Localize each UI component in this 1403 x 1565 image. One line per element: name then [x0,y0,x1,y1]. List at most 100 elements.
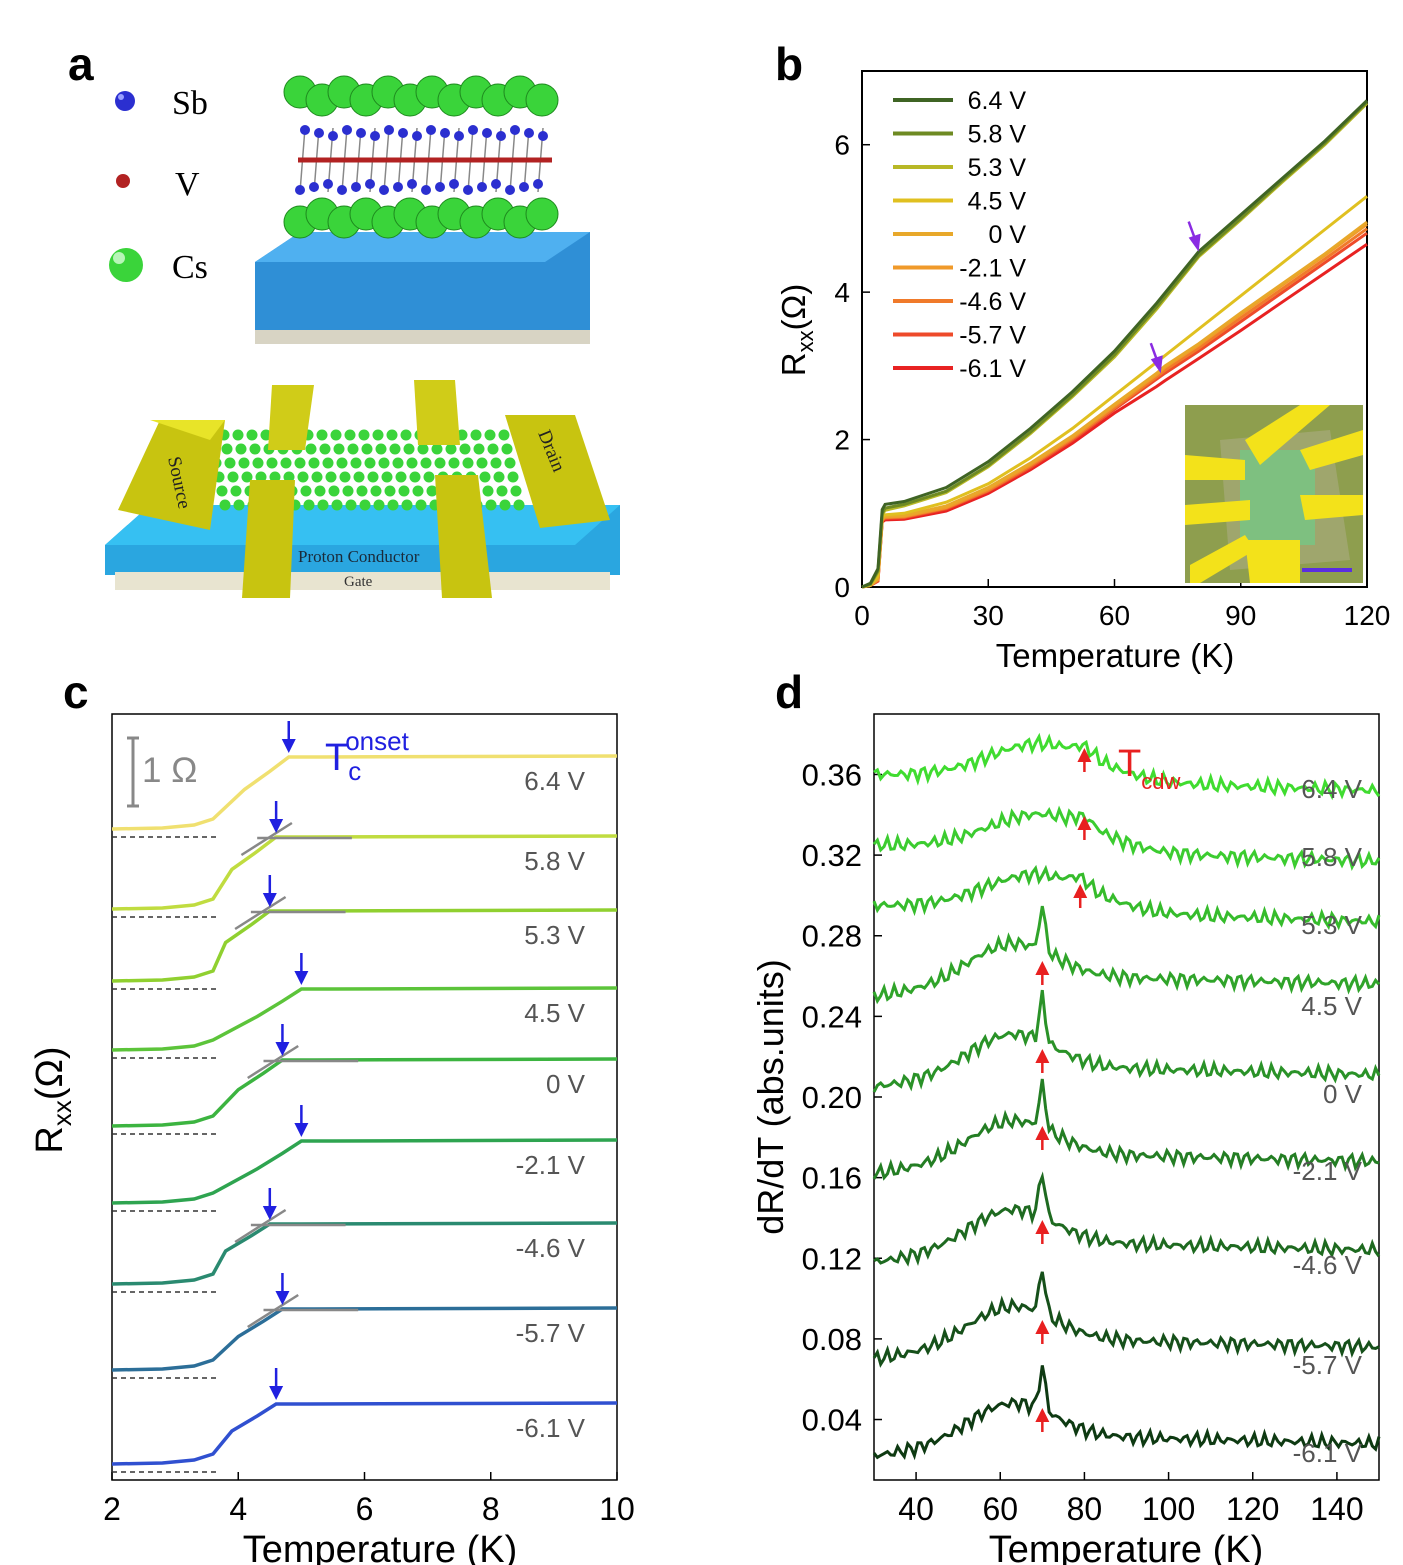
device-atom [303,499,315,511]
tc-arrow-head [294,1123,309,1137]
device-atom [328,485,340,497]
sb-atom [398,128,408,138]
sb-atom [440,128,450,138]
sb-atom [300,125,310,135]
cdw-arrow-head [1073,884,1088,898]
device-atom [358,429,370,441]
plot-b-inset [1185,405,1363,583]
sb-atom-icon [115,91,135,111]
curve-label: 4.5 V [524,998,585,1028]
dRdT-curve [872,805,1381,871]
curve-label: 5.3 V [524,920,585,950]
plot-c-ylabel: Rxx(Ω) [29,1046,77,1153]
device-atom [322,457,334,469]
sb-atom [510,125,520,135]
curve-label: 0 V [1323,1079,1363,1109]
device-atom [484,429,496,441]
cdw-arrow-head [1035,961,1050,975]
device-atom [496,485,508,497]
cdw-arrow-head [1035,1320,1050,1334]
plot-d-xlabel: Temperature (K) [989,1529,1264,1565]
device-atom [487,443,499,455]
series-line [861,99,1369,589]
onset-guide [247,1293,299,1329]
legend-cs: Cs [172,249,208,286]
y-tick-label: 0.24 [802,999,862,1034]
sb-atom [407,179,417,189]
curve-label: 4.5 V [1301,991,1362,1021]
y-tick-label: 2 [834,425,850,456]
sb-atom [496,131,506,141]
y-tick-label: 0.04 [802,1403,862,1438]
curve-label: -4.6 V [516,1233,586,1263]
cdw-arrow-head [1035,1049,1050,1063]
device-atom [462,457,474,469]
device-atom [305,443,317,455]
device-atom [375,443,387,455]
sb-atom [449,179,459,189]
dRdT-curve [873,732,1381,801]
device-atom [364,457,376,469]
device-atom [280,457,292,469]
device-atom [339,471,351,483]
sb-atom [421,185,431,195]
device-atom [392,457,404,469]
sb-atom [384,125,394,135]
panel-b: b 0 30 60 90 120 0 2 4 6 6.4 V 5.8 V 5.3 V 4.5 V 0 V… [775,38,1390,674]
plot-b-ylabel: Rxx(Ω) [775,284,818,377]
device-atom [395,471,407,483]
sb-atom [337,185,347,195]
sb-atom [533,179,543,189]
device-atom [470,429,482,441]
curve-label: 5.3 V [1301,910,1362,940]
device-atom [473,443,485,455]
offset-curve [111,1401,618,1466]
dRdT-curve [872,1365,1381,1461]
curve-label: 5.8 V [1301,842,1362,872]
y-tick-label: 0 [834,572,850,603]
cdw-arrow-head [1035,1220,1050,1234]
device-atom [359,499,371,511]
sb-atom [454,131,464,141]
curve-label: 6.4 V [524,766,585,796]
legend-label: 4.5 V [968,188,1027,216]
dRdT-curve [873,1171,1381,1267]
legend-label: -6.1 V [959,355,1026,383]
device-atom [370,485,382,497]
device-atom [415,499,427,511]
dRdT-curve [872,864,1381,931]
plot-b-curves [861,99,1369,589]
x-tick-label: 80 [1067,1491,1103,1527]
legend-label: 0 V [988,221,1026,249]
device-atom [249,443,261,455]
tc-arrow-head [269,819,284,833]
cs-atom [525,83,559,117]
device-atom [431,443,443,455]
device-atom [344,429,356,441]
plot-c-curves: 6.4 V 5.8 V 5.3 V 4.5 V 0 V -2.1 V -4.6 V -5.7 … [111,721,618,1473]
sb-atom [295,185,305,195]
cdw-arrow-head [1035,1126,1050,1140]
x-tick-label: 2 [103,1491,121,1527]
y-tick-label: 0.28 [802,919,862,954]
legend-label: 5.3 V [968,154,1027,182]
device-atom [233,499,245,511]
device-atom [389,443,401,455]
device-atom [221,443,233,455]
sb-atom [328,131,338,141]
onset-guide [234,895,287,931]
device-atom [356,485,368,497]
cs-atom [525,197,559,231]
tcdw-label: Tcdw [1118,743,1180,794]
device-atom [252,457,264,469]
sb-atom-highlight [118,94,124,100]
panel-b-letter: b [775,38,803,90]
sb-atom [342,125,352,135]
device-atom [308,457,320,469]
sb-atom [505,185,515,195]
x-tick-label: 90 [1225,600,1256,631]
y-tick-label: 0.20 [802,1080,862,1115]
tc-arrow-head [275,1042,290,1056]
dRdT-curve [872,1078,1380,1181]
device-atom [384,485,396,497]
